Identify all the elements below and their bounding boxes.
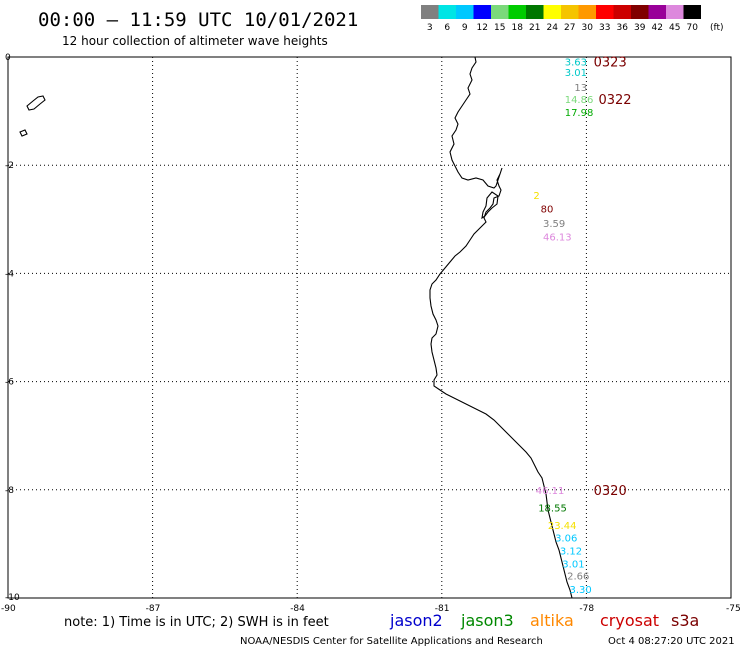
wave-height-value: 23.44 bbox=[548, 521, 577, 532]
legend-swatch bbox=[526, 5, 544, 19]
map-title: 00:00 – 11:59 UTC 10/01/2021 bbox=[38, 9, 358, 31]
wave-height-value: 3.63 bbox=[565, 57, 587, 68]
wave-height-value: 3.01 bbox=[562, 559, 584, 570]
y-tick-label: -6 bbox=[5, 378, 14, 388]
wave-height-value: 17.98 bbox=[565, 108, 594, 119]
wave-height-labels: 3.633.011314.8617.982803.5946.1346.1118.… bbox=[533, 57, 593, 595]
satellite-jason2: jason2 bbox=[389, 611, 443, 630]
legend-swatch bbox=[491, 5, 509, 19]
legend-label: 21 bbox=[529, 23, 540, 33]
legend-label: 6 bbox=[444, 23, 450, 33]
legend-label: 15 bbox=[494, 23, 505, 33]
galapagos-small bbox=[19, 129, 28, 137]
x-tick-label: -87 bbox=[146, 604, 161, 614]
legend-label: 70 bbox=[687, 23, 699, 33]
timestamp-text: Oct 4 08:27:20 UTC 2021 bbox=[608, 636, 735, 647]
legend-label: 33 bbox=[599, 23, 610, 33]
wave-height-value: 13 bbox=[574, 83, 587, 94]
pass-time-label: 0320 bbox=[594, 484, 627, 499]
wave-height-value: 3.12 bbox=[560, 546, 582, 557]
legend-label: 3 bbox=[427, 23, 433, 33]
pass-time-label: 0323 bbox=[594, 55, 627, 70]
x-tick-label: -84 bbox=[290, 604, 305, 614]
legend-swatch bbox=[683, 5, 701, 19]
satellite-s3a: s3a bbox=[671, 611, 699, 630]
map-frame bbox=[7, 56, 732, 599]
legend-label: 12 bbox=[477, 23, 488, 33]
legend-swatch bbox=[631, 5, 649, 19]
legend-swatch bbox=[473, 5, 491, 19]
map-subtitle: 12 hour collection of altimeter wave hei… bbox=[62, 34, 328, 48]
y-tick-label: -10 bbox=[5, 593, 20, 603]
legend-label: 24 bbox=[547, 23, 559, 33]
legend-label: 9 bbox=[462, 23, 468, 33]
wave-height-value: 2.66 bbox=[567, 571, 589, 582]
legend-swatch bbox=[596, 5, 614, 19]
wave-height-value: 46.13 bbox=[543, 233, 572, 244]
legend-swatch bbox=[648, 5, 666, 19]
x-tick-label: -81 bbox=[435, 604, 450, 614]
wave-height-legend: 3 6 9 12 15 18 21 24 27 30 33 36 39 42 45 70 bbox=[421, 5, 701, 33]
satellite-legend: jason2 jason3 altika cryosat s3a bbox=[389, 611, 699, 630]
legend-label: 36 bbox=[617, 23, 629, 33]
x-tick-label: -90 bbox=[1, 604, 16, 614]
wave-height-value: 3.01 bbox=[565, 68, 587, 79]
wave-height-value: 14.86 bbox=[565, 95, 594, 106]
map-gridlines bbox=[8, 57, 731, 598]
wave-height-value: 46.11 bbox=[536, 486, 565, 497]
axis-ticks: -90 -87 -84 -81 -78 -75 0 -2 -4 -6 -8 -10 bbox=[1, 53, 740, 614]
legend-label: 27 bbox=[564, 23, 575, 33]
legend-label: 30 bbox=[582, 23, 594, 33]
galapagos-isabela bbox=[26, 95, 46, 111]
pass-time-labels: 0323 0322 0320 bbox=[594, 55, 632, 498]
legend-label: 45 bbox=[669, 23, 680, 33]
wave-height-value: 18.55 bbox=[538, 504, 567, 515]
legend-unit: (ft) bbox=[710, 23, 724, 33]
legend-swatch bbox=[578, 5, 596, 19]
y-tick-label: -8 bbox=[5, 486, 14, 496]
legend-swatch bbox=[456, 5, 474, 19]
satellite-jason3: jason3 bbox=[460, 611, 514, 630]
wave-height-value: 2 bbox=[533, 191, 539, 202]
legend-label: 42 bbox=[652, 23, 663, 33]
legend-swatch bbox=[508, 5, 526, 19]
wave-height-value: 3.06 bbox=[555, 533, 577, 544]
y-tick-label: -4 bbox=[5, 269, 14, 279]
satellite-altika: altika bbox=[530, 611, 574, 630]
satellite-cryosat: cryosat bbox=[600, 611, 659, 630]
credit-text: NOAA/NESDIS Center for Satellite Applica… bbox=[240, 636, 543, 647]
legend-swatch bbox=[613, 5, 631, 19]
legend-label: 18 bbox=[512, 23, 524, 33]
south-america-coastline bbox=[429, 56, 573, 599]
coastline bbox=[19, 56, 573, 599]
legend-label: 39 bbox=[634, 23, 646, 33]
y-tick-label: 0 bbox=[5, 53, 11, 63]
legend-swatch bbox=[561, 5, 579, 19]
legend-swatch bbox=[543, 5, 561, 19]
wave-height-value: 80 bbox=[541, 204, 554, 215]
legend-swatch bbox=[421, 5, 439, 19]
legend-swatch bbox=[666, 5, 684, 19]
y-tick-label: -2 bbox=[5, 161, 14, 171]
pass-time-label: 0322 bbox=[598, 93, 631, 108]
gulf-island bbox=[481, 191, 499, 220]
x-tick-label: -75 bbox=[726, 604, 740, 614]
legend-swatch bbox=[438, 5, 456, 19]
note-text: note: 1) Time is in UTC; 2) SWH is in fe… bbox=[64, 615, 329, 630]
wave-height-value: 3.59 bbox=[543, 219, 565, 230]
wave-height-value: 3.30 bbox=[570, 585, 592, 596]
x-tick-label: -78 bbox=[579, 604, 594, 614]
